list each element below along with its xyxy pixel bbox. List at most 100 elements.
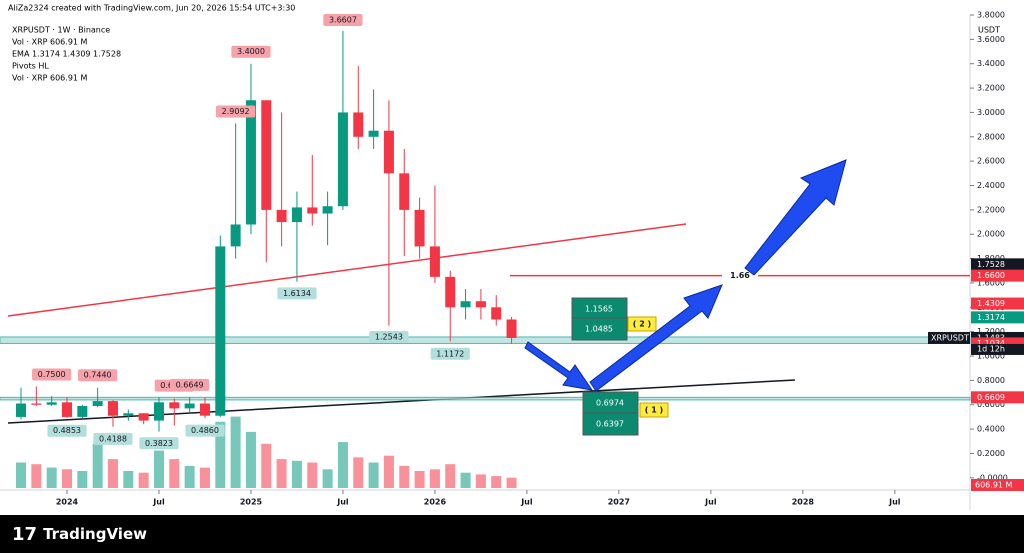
trend-line <box>7 223 687 317</box>
volume-bar <box>92 443 103 488</box>
candle-body <box>153 402 164 421</box>
pivot-text: 1.1172 <box>436 349 464 358</box>
y-tick-label: 3.2000 <box>977 84 1005 93</box>
volume-badge <box>971 479 1024 491</box>
volume-bar <box>107 459 118 488</box>
y-tick-label: 1.6000 <box>977 278 1005 287</box>
x-tick-label: 2024 <box>56 498 79 507</box>
candle-body <box>445 276 456 308</box>
symbol-badge <box>928 331 970 344</box>
candle-body <box>337 112 348 207</box>
pivot-text: 1.6134 <box>283 289 311 298</box>
target-box <box>571 317 628 341</box>
arrow <box>589 284 723 392</box>
candle-body <box>215 246 226 416</box>
candle-body <box>261 100 272 210</box>
candle-body <box>16 403 27 417</box>
candle-body <box>353 112 364 137</box>
axis-badge <box>971 311 1024 324</box>
volume-bar <box>16 462 27 488</box>
y-tick-label: 3.4000 <box>977 59 1005 68</box>
volume-bar <box>291 460 302 488</box>
candle-body <box>291 207 302 223</box>
volume-bar <box>353 457 364 488</box>
x-tick-label: Jul <box>888 498 901 507</box>
volume-bar <box>383 455 394 488</box>
pivot-text: 0.4853 <box>53 426 81 435</box>
axis-badge-text: 1.1034 <box>977 339 1005 348</box>
arrow <box>744 159 847 276</box>
target-tag-box <box>639 402 669 418</box>
volume-bar <box>123 471 134 488</box>
pivot-text: 0.6649 <box>176 380 204 389</box>
target-box <box>582 412 639 436</box>
candle-body <box>245 100 256 225</box>
x-tick-label: Jul <box>336 498 349 507</box>
axis-badge <box>971 297 1024 310</box>
y-tick-label: -0.0000 <box>977 473 1008 482</box>
candle-body <box>46 402 57 405</box>
arrow <box>524 341 594 391</box>
x-tick-label: 2025 <box>240 498 263 507</box>
volume-bar <box>215 421 226 488</box>
zone <box>0 336 971 344</box>
pivot-label <box>323 13 363 26</box>
pivot-label <box>430 347 470 360</box>
chart: AliZa2324 created with TradingView.com, … <box>0 0 1024 515</box>
volume-bar <box>184 465 195 488</box>
pivot-text: 3.6607 <box>329 15 357 24</box>
x-tick-label: Jul <box>152 498 165 507</box>
volume-badge-text: 606.91 M <box>975 481 1013 490</box>
x-tick-label: Jul <box>704 498 717 507</box>
candle-body <box>429 246 440 277</box>
zone <box>0 396 971 401</box>
candle-body <box>307 207 318 214</box>
pivot-text: 0.3823 <box>145 439 173 448</box>
volume-bar <box>31 464 42 488</box>
y-tick-label: 0.8000 <box>977 376 1005 385</box>
volume-bar <box>307 462 318 488</box>
pivot-label <box>170 378 210 391</box>
pivot-text: 0.7440 <box>84 371 112 380</box>
pivot-text: 0.4860 <box>191 426 219 435</box>
background <box>0 0 1024 515</box>
volume-bar <box>199 467 210 488</box>
candle-body <box>169 402 180 409</box>
pivot-label <box>277 287 317 300</box>
volume-bar <box>506 477 517 488</box>
axis-badge-text: 1.6600 <box>977 271 1005 280</box>
volume-bar <box>399 465 410 488</box>
logo: 𝟭𝟳 <box>12 523 38 545</box>
y-tick-label: 0.2000 <box>977 449 1005 458</box>
symbol-text: XRPUSDT <box>931 333 969 342</box>
candle-body <box>506 319 517 338</box>
volume-bar <box>276 459 287 488</box>
y-tick-label: 1.0000 <box>977 352 1005 361</box>
countdown-bg <box>971 343 1024 355</box>
candle-body <box>383 130 394 174</box>
x-tick-label: 2027 <box>608 498 630 507</box>
volume-bar <box>138 472 149 488</box>
volume-bar <box>62 469 72 488</box>
volume-bar <box>460 472 471 488</box>
axis-badge <box>971 269 1024 282</box>
candle-body <box>491 307 502 320</box>
candle-body <box>31 403 42 405</box>
level-label: 1.66 <box>730 271 750 280</box>
legend-line: Vol · XRP 606.91 M <box>12 38 88 47</box>
target-text: 0.6397 <box>596 420 624 429</box>
pivot-text: 0.4188 <box>99 434 127 443</box>
volume-bar <box>245 431 256 488</box>
y-tick-label: 0.6000 <box>977 400 1005 409</box>
legend-line: EMA 1.3174 1.4309 1.7528 <box>12 50 121 59</box>
pivot-label <box>185 424 225 437</box>
y-tick-label: 3.6000 <box>977 35 1005 44</box>
volume-bar <box>445 464 456 488</box>
candle-body <box>460 301 471 308</box>
volume-bar <box>261 443 272 488</box>
pivot-label <box>231 45 271 58</box>
pivot-label <box>216 105 256 118</box>
axis-badge-text: 1.7528 <box>977 260 1005 269</box>
candle-body <box>92 401 103 406</box>
pivot-label <box>32 368 72 381</box>
